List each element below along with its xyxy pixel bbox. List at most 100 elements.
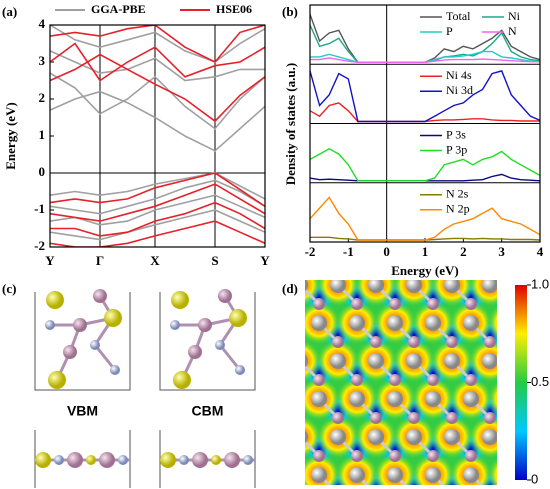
atom bbox=[349, 315, 365, 331]
atom bbox=[313, 374, 325, 386]
band-line bbox=[50, 201, 265, 237]
atom bbox=[425, 391, 441, 407]
band-line bbox=[50, 72, 265, 130]
atom bbox=[330, 353, 346, 369]
atom bbox=[35, 452, 51, 468]
x-axis-label: Energy (eV) bbox=[391, 263, 459, 278]
band-line bbox=[50, 53, 265, 123]
atom bbox=[218, 289, 232, 303]
hot-spot bbox=[392, 280, 436, 307]
legend-label: HSE06 bbox=[216, 2, 252, 16]
panel-label: (a) bbox=[2, 4, 17, 19]
atom bbox=[311, 315, 327, 331]
dos-line bbox=[309, 70, 541, 123]
cell-box bbox=[159, 292, 256, 391]
atom bbox=[444, 280, 460, 293]
atom bbox=[313, 450, 325, 462]
atom bbox=[406, 429, 422, 445]
y-tick-label: 1 bbox=[39, 127, 46, 142]
atom bbox=[368, 280, 384, 293]
colorbar bbox=[515, 285, 527, 480]
atom bbox=[243, 455, 253, 465]
bands bbox=[50, 25, 265, 247]
atom bbox=[224, 452, 240, 468]
y-tick-label: -2 bbox=[34, 238, 45, 253]
atom bbox=[229, 309, 247, 327]
atom bbox=[351, 298, 363, 310]
state-label: VBM bbox=[67, 403, 98, 419]
atom bbox=[170, 320, 180, 330]
dos-line bbox=[309, 148, 541, 182]
legend-label: N bbox=[508, 24, 517, 38]
atom bbox=[503, 374, 515, 386]
atom bbox=[173, 371, 191, 389]
atom bbox=[73, 318, 87, 332]
dos-line bbox=[309, 14, 541, 63]
atom bbox=[427, 374, 439, 386]
band-line bbox=[50, 50, 265, 82]
dos-line bbox=[310, 57, 540, 63]
atom bbox=[330, 280, 346, 293]
atom bbox=[45, 320, 55, 330]
colorbar-tick-label: 0.5 bbox=[531, 374, 549, 389]
legend-label: GGA-PBE bbox=[91, 2, 146, 16]
atom bbox=[305, 430, 308, 444]
atom bbox=[446, 336, 458, 348]
legend-label: P 3s bbox=[446, 127, 466, 141]
atom bbox=[389, 298, 401, 310]
legend-label: N 2s bbox=[446, 187, 469, 201]
y-tick-label: 2 bbox=[39, 90, 46, 105]
band-line bbox=[50, 172, 265, 200]
x-tick-label: -1 bbox=[343, 244, 354, 259]
bond bbox=[93, 344, 117, 371]
y-tick-label: 3 bbox=[39, 53, 46, 68]
panel-label: (c) bbox=[2, 281, 16, 296]
atom bbox=[63, 345, 77, 359]
atom bbox=[171, 291, 189, 309]
atom bbox=[118, 455, 128, 465]
atom bbox=[463, 467, 479, 483]
atom bbox=[444, 429, 460, 445]
x-tick-label: 4 bbox=[537, 244, 544, 259]
atom bbox=[482, 353, 497, 369]
atom bbox=[425, 315, 441, 331]
atom bbox=[67, 452, 83, 468]
atom bbox=[427, 450, 439, 462]
x-tick-label: Y bbox=[45, 253, 55, 268]
atom bbox=[198, 318, 212, 332]
atom bbox=[179, 455, 189, 465]
band-line bbox=[50, 25, 265, 63]
hot-spot bbox=[487, 304, 497, 342]
bond bbox=[218, 344, 242, 371]
hot-spot bbox=[487, 456, 497, 485]
colorbar-tick-label: 1.0 bbox=[531, 276, 549, 291]
atom bbox=[305, 354, 308, 368]
cell-box bbox=[34, 292, 131, 391]
atom bbox=[389, 374, 401, 386]
density-map bbox=[305, 280, 515, 485]
atom bbox=[332, 412, 344, 424]
atom bbox=[351, 374, 363, 386]
hot-spot bbox=[487, 380, 497, 418]
atom bbox=[465, 374, 477, 386]
x-tick-label: S bbox=[211, 253, 218, 268]
atom bbox=[484, 412, 496, 424]
atom bbox=[349, 467, 365, 483]
atom bbox=[503, 450, 515, 462]
legend-label: Ni bbox=[508, 9, 521, 23]
atom bbox=[444, 353, 460, 369]
band-line bbox=[50, 25, 265, 63]
x-tick-label: 0 bbox=[383, 244, 390, 259]
hot-spot bbox=[316, 280, 360, 307]
colorbar-tick-label: 0 bbox=[531, 471, 538, 486]
dos-line bbox=[309, 102, 540, 123]
atom bbox=[482, 429, 497, 445]
atom bbox=[406, 353, 422, 369]
atom bbox=[406, 280, 422, 293]
band-line bbox=[50, 42, 265, 82]
band-line bbox=[50, 194, 265, 226]
panel-label: (d) bbox=[282, 281, 298, 296]
state-label: CBM bbox=[192, 403, 224, 419]
atom bbox=[313, 298, 325, 310]
